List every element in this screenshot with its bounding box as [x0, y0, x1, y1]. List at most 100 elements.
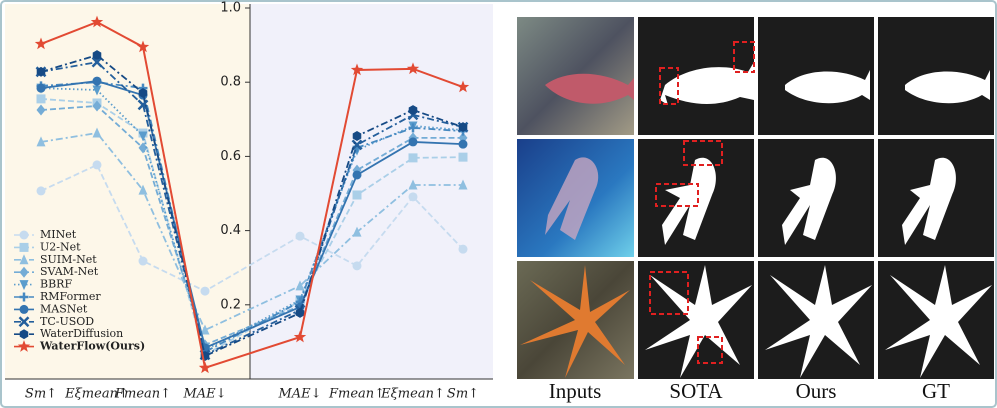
- marker: [138, 256, 148, 266]
- x-tick-label: Sm↑: [447, 387, 479, 402]
- legend-marker: [19, 266, 29, 278]
- marker: [91, 56, 103, 68]
- image-grid: [517, 17, 994, 379]
- series-line: [40, 132, 463, 332]
- marker: [138, 184, 148, 195]
- highlight-boxes: [649, 41, 755, 364]
- marker: [92, 76, 102, 86]
- marker: [352, 131, 362, 141]
- left-panel: [5, 4, 250, 379]
- marker: [293, 330, 307, 343]
- marker: [200, 324, 210, 335]
- y-tick-label: 0.6: [220, 149, 241, 164]
- series-line: [40, 61, 464, 357]
- marker: [352, 226, 362, 237]
- x-tick-label: Fmean↑: [328, 387, 385, 402]
- legend-label: SUIM-Net: [40, 253, 97, 266]
- marker: [36, 136, 46, 147]
- marker: [92, 50, 102, 61]
- marker: [200, 286, 210, 296]
- y-tick-label: 0.2: [220, 297, 241, 312]
- legend-label: TC-USOD: [40, 315, 94, 328]
- marker: [458, 179, 468, 190]
- marker: [92, 160, 102, 170]
- x-tick-label: MAE↓: [182, 387, 226, 402]
- column-label: Ours: [796, 379, 837, 403]
- marker: [408, 179, 418, 190]
- marker: [136, 40, 150, 53]
- legend-label: MINet: [40, 228, 77, 241]
- marker: [406, 62, 420, 75]
- y-tick-label: 0.8: [220, 75, 241, 90]
- y-tick-label: 1.0: [220, 1, 241, 16]
- x-tick-label: Fmean↑: [114, 387, 171, 402]
- legend-marker: [19, 329, 29, 340]
- marker: [408, 105, 418, 115]
- marker: [408, 192, 418, 202]
- marker: [92, 100, 102, 112]
- legend-label: SVAM-Net: [40, 265, 99, 278]
- legend-marker: [19, 292, 29, 302]
- marker: [92, 127, 102, 138]
- legend-label: U2-Net: [40, 240, 81, 253]
- legend-label: BBRF: [40, 278, 72, 291]
- marker: [458, 244, 468, 254]
- marker: [352, 261, 362, 271]
- marker: [34, 37, 48, 50]
- legend-marker: [19, 254, 29, 265]
- x-tick-label: Eξmean↑: [380, 387, 445, 402]
- marker: [352, 170, 362, 180]
- marker: [458, 152, 468, 162]
- legend-label: RMFormer: [40, 290, 101, 303]
- series-line: [40, 80, 464, 350]
- marker: [36, 83, 46, 93]
- starfish: [520, 265, 630, 378]
- legend-label: WaterDiffusion: [40, 327, 123, 340]
- mask-shapes: [645, 62, 992, 378]
- marker: [458, 139, 468, 149]
- marker: [350, 63, 364, 76]
- right-panel: [250, 4, 493, 379]
- legend-marker: [19, 304, 29, 314]
- marker: [92, 85, 102, 96]
- fish: [545, 73, 634, 104]
- marker: [36, 104, 46, 116]
- marker: [138, 88, 148, 98]
- marker: [408, 153, 418, 163]
- series-line: [40, 105, 463, 347]
- legend-marker: [19, 242, 29, 252]
- column-label: SOTA: [669, 379, 723, 403]
- marker: [138, 131, 148, 142]
- legend-marker: [19, 230, 29, 240]
- legend-marker: [19, 280, 29, 291]
- marker: [90, 15, 104, 28]
- marker: [456, 80, 470, 93]
- x-tick-label: MAE↓: [277, 387, 321, 402]
- marker: [198, 361, 212, 374]
- marker: [295, 280, 305, 291]
- series-line: [40, 20, 464, 370]
- marker: [408, 137, 418, 147]
- marker: [352, 190, 362, 200]
- x-tick-label: Eξmean↑: [64, 387, 129, 402]
- x-tick-label: Sm↑: [25, 387, 57, 402]
- column-label: Inputs: [549, 379, 602, 403]
- marker: [36, 94, 46, 104]
- marker: [138, 142, 148, 154]
- marker: [36, 186, 46, 196]
- marker: [295, 308, 305, 318]
- marker: [137, 99, 149, 111]
- marker: [458, 122, 468, 133]
- legend-marker: [17, 340, 31, 352]
- series-line: [40, 54, 464, 358]
- legend-label: MASNet: [40, 302, 88, 315]
- legend-label: WaterFlow(Ours): [39, 340, 145, 353]
- marker: [295, 231, 305, 241]
- marker: [36, 66, 46, 77]
- column-label: GT: [922, 379, 950, 403]
- series-line: [40, 163, 464, 293]
- legend-marker: [18, 316, 30, 328]
- octopus: [545, 157, 599, 240]
- y-tick-label: 0.4: [220, 223, 241, 238]
